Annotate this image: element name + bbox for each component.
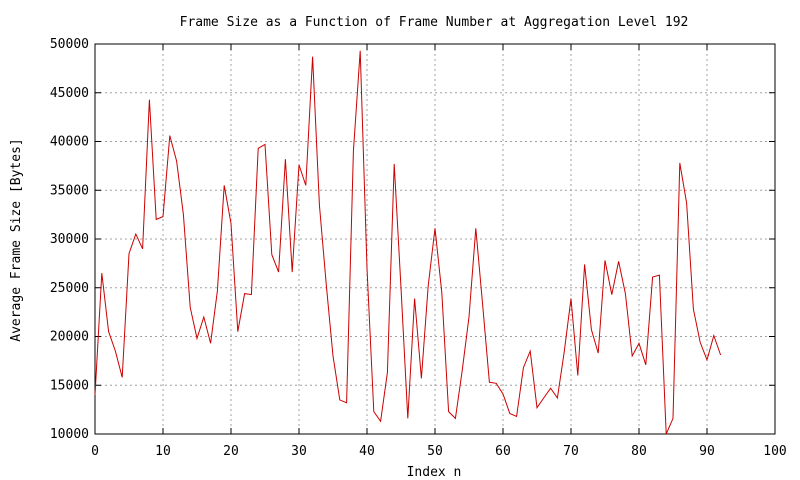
axis-ticks — [94, 43, 776, 435]
x-tick-label: 30 — [291, 444, 307, 459]
x-tick-label: 70 — [563, 444, 579, 459]
chart-title: Frame Size as a Function of Frame Number… — [180, 15, 689, 30]
x-tick-label: 0 — [91, 444, 99, 459]
x-tick-label: 80 — [631, 444, 647, 459]
y-tick-label: 10000 — [50, 427, 89, 442]
x-axis-label: Index n — [407, 465, 462, 480]
x-tick-label: 60 — [495, 444, 511, 459]
y-tick-label: 40000 — [50, 135, 89, 150]
x-tick-label: 40 — [359, 444, 375, 459]
x-tick-label: 90 — [699, 444, 715, 459]
x-tick-label: 50 — [427, 444, 443, 459]
y-tick-label: 30000 — [50, 232, 89, 247]
y-tick-label: 25000 — [50, 281, 89, 296]
y-axis-label: Average Frame Size [Bytes] — [9, 138, 24, 342]
y-tick-label: 15000 — [50, 378, 89, 393]
y-tick-label: 20000 — [50, 330, 89, 345]
series-line — [94, 50, 722, 435]
y-tick-label: 35000 — [50, 183, 89, 198]
y-tick-label: 50000 — [50, 37, 89, 52]
y-tick-labels: 10000 15000 20000 25000 30000 35000 40000 45000… — [50, 37, 89, 442]
x-tick-label: 100 — [763, 444, 786, 459]
y-tick-label: 45000 — [50, 86, 89, 101]
x-tick-label: 10 — [155, 444, 171, 459]
x-tick-label: 20 — [223, 444, 239, 459]
x-tick-labels: 0 10 20 30 40 50 60 70 80 90 100 — [91, 444, 787, 459]
